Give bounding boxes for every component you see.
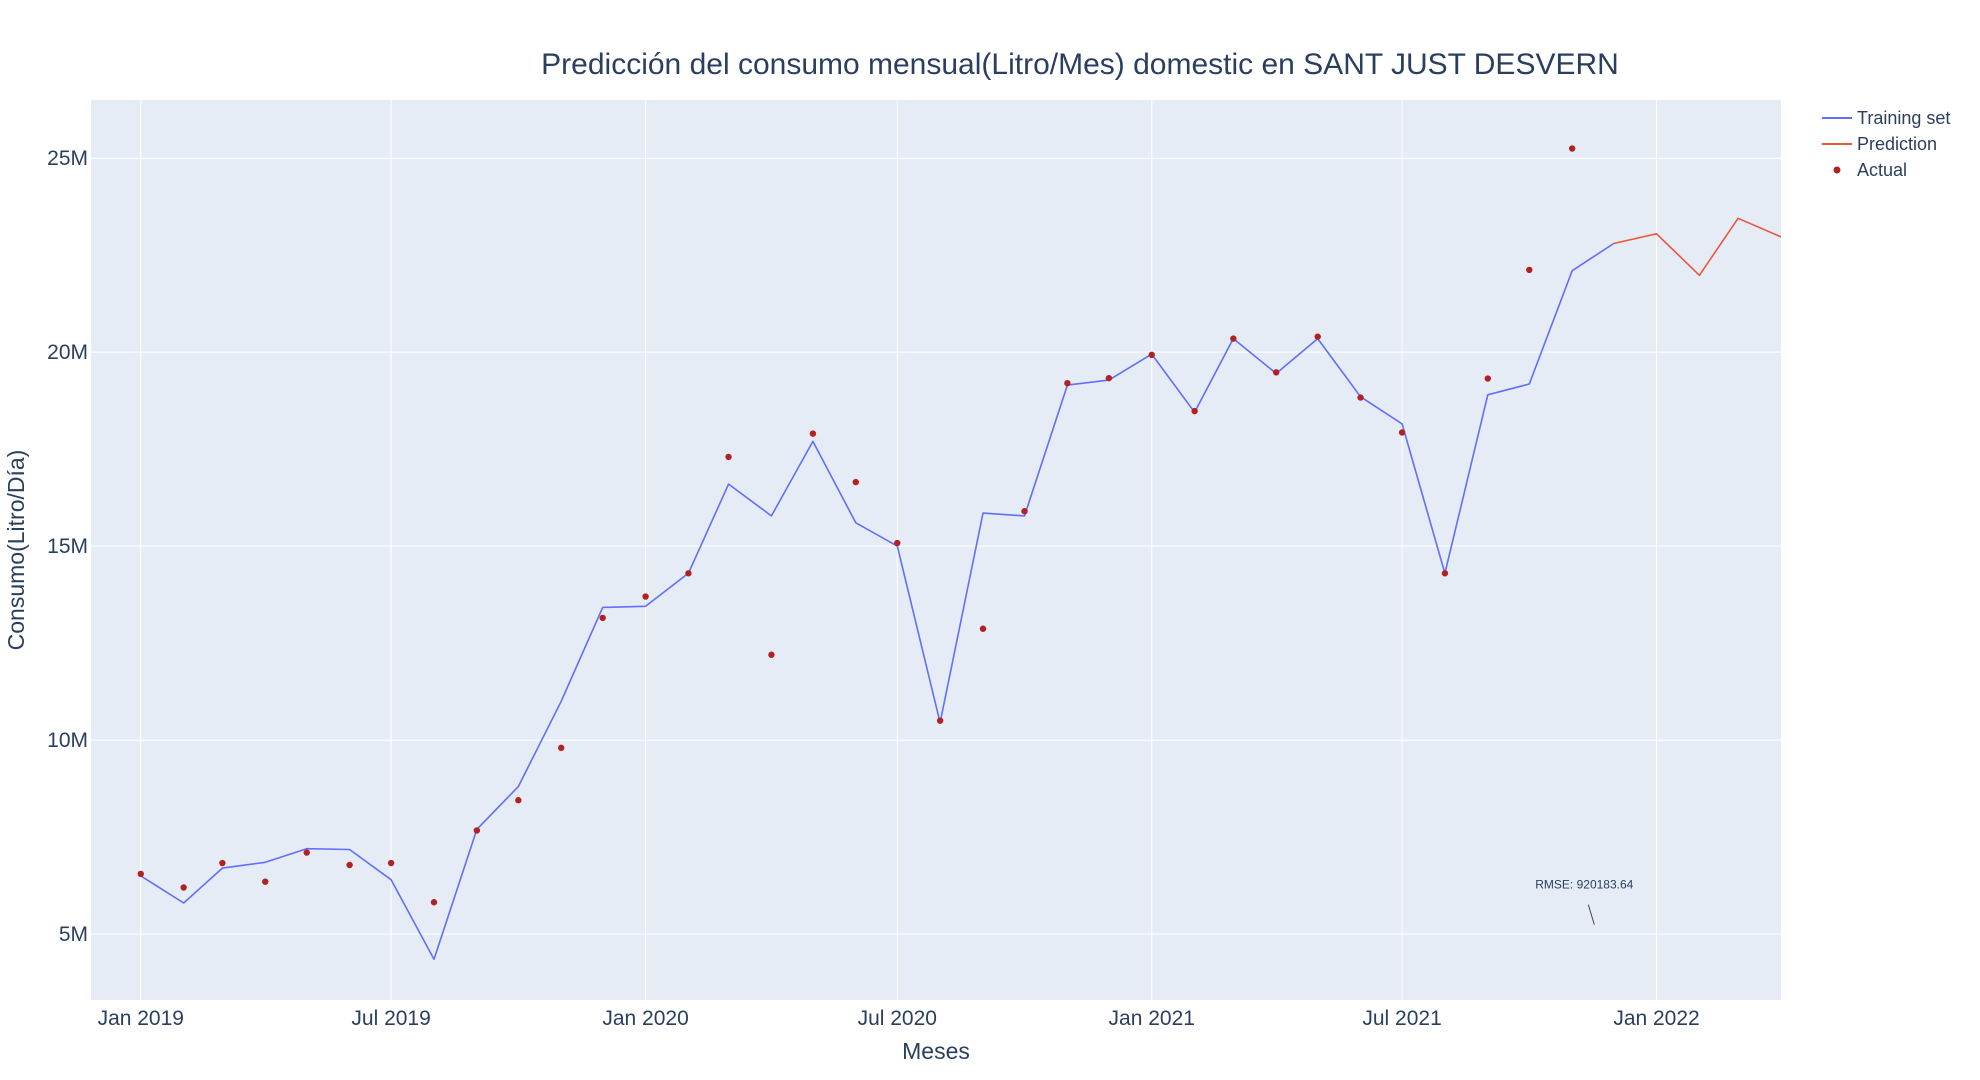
actual-point — [852, 478, 859, 486]
actual-point — [303, 849, 310, 856]
actual-point — [809, 430, 817, 437]
actual-point — [1105, 374, 1113, 382]
actual-point — [558, 744, 565, 752]
plot-area — [91, 100, 1781, 1000]
actual-point — [346, 861, 353, 869]
training-set-line — [140, 242, 1615, 961]
actual-point — [936, 717, 944, 724]
y-tick-label: 15M — [47, 535, 88, 558]
y-tick-label: 20M — [47, 341, 88, 364]
actual-point — [1357, 394, 1364, 401]
actual-point — [1021, 508, 1028, 515]
actual-point — [473, 827, 481, 834]
legend-label: Actual — [1857, 160, 1907, 180]
actual-point — [262, 878, 269, 885]
rmse-annotation: RMSE: 920183.64 — [1535, 878, 1633, 892]
series-lines — [140, 217, 1781, 961]
actual-point — [1526, 266, 1533, 274]
actual-point — [1064, 379, 1071, 387]
x-tick-label: Jan 2020 — [602, 1007, 688, 1030]
legend-item-training-set[interactable]: Training set — [1822, 108, 1950, 128]
actual-point — [387, 859, 395, 867]
actual-point — [137, 870, 144, 878]
actual-point — [1148, 351, 1155, 359]
y-axis-title: Consumo(Litro/Día) — [3, 450, 29, 651]
actual-point — [1398, 429, 1406, 436]
actual-point — [430, 899, 438, 906]
actual-point — [1568, 145, 1576, 152]
actual-point — [979, 625, 987, 632]
actual-point — [768, 651, 775, 658]
actual-point — [1230, 335, 1237, 342]
actual-point — [180, 884, 187, 891]
y-tick-label: 5M — [59, 923, 88, 946]
actual-point — [1314, 333, 1321, 340]
actual-point — [1484, 375, 1492, 382]
annotation-arrow — [1587, 904, 1595, 925]
legend[interactable]: Training set Prediction Actual — [1822, 108, 1950, 180]
annotations: RMSE: 920183.64 — [1535, 878, 1634, 925]
actual-point — [219, 859, 226, 867]
actual-point — [685, 570, 692, 577]
y-tick-label: 25M — [47, 147, 88, 170]
prediction-line — [1613, 217, 1781, 277]
actual-point — [725, 453, 732, 461]
actual-point — [642, 593, 649, 600]
actual-point — [1191, 407, 1198, 415]
actual-point — [515, 797, 522, 804]
x-tick-label: Jan 2022 — [1613, 1007, 1699, 1030]
x-tick-label: Jul 2020 — [858, 1007, 937, 1030]
actual-markers — [137, 145, 1576, 906]
legend-item-prediction[interactable]: Prediction — [1822, 134, 1937, 154]
axis-ticks: Jan 2019 Jul 2019 Jan 2020 Jul 2020 Jan 2021… — [47, 147, 1700, 1030]
grid — [91, 100, 1781, 1000]
x-tick-label: Jul 2021 — [1362, 1007, 1441, 1030]
legend-label: Prediction — [1857, 134, 1937, 154]
actual-point — [894, 539, 901, 547]
x-axis-title: Meses — [902, 1038, 970, 1064]
actual-point — [599, 614, 606, 622]
actual-point — [1441, 570, 1449, 577]
x-tick-label: Jul 2019 — [351, 1007, 430, 1030]
legend-item-actual[interactable]: Actual — [1833, 160, 1908, 180]
chart-title: Predicción del consumo mensual(Litro/Mes… — [541, 48, 1619, 81]
x-tick-label: Jan 2021 — [1109, 1007, 1195, 1030]
x-tick-label: Jan 2019 — [98, 1007, 184, 1030]
legend-swatch — [1833, 166, 1841, 174]
legend-label: Training set — [1857, 108, 1950, 128]
y-tick-label: 10M — [47, 729, 88, 752]
actual-point — [1273, 369, 1280, 376]
